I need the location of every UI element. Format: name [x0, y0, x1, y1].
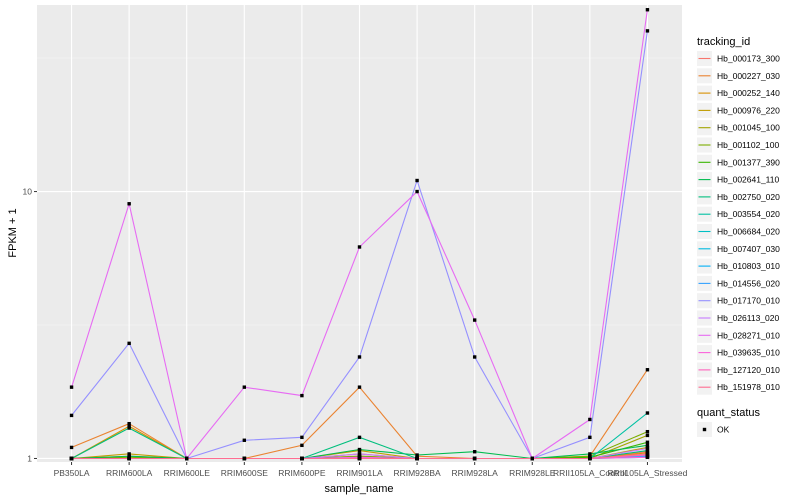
data-point [645, 440, 650, 444]
data-point [127, 456, 131, 461]
legend-label: Hb_000252_140 [717, 88, 780, 98]
legend-label: Hb_007407_030 [717, 244, 780, 254]
data-point [127, 202, 131, 206]
data-point [645, 429, 650, 434]
data-point [300, 393, 304, 398]
data-point [127, 341, 131, 346]
data-point [127, 454, 131, 458]
data-point [645, 8, 650, 12]
data-point [645, 448, 650, 453]
x-tick-label: RRIM600PE [278, 468, 326, 478]
data-point [127, 421, 131, 426]
shape-legend-marker [702, 427, 707, 432]
data-point [127, 426, 131, 430]
legend-label: Hb_000227_030 [717, 71, 780, 81]
x-tick-label: RRII105LA_Control [553, 468, 627, 478]
legend-label: Hb_026113_020 [717, 313, 780, 323]
x-tick-label: RRIM928LA [452, 468, 499, 478]
data-point [530, 456, 534, 461]
data-point [127, 452, 131, 456]
data-points [69, 8, 650, 461]
data-point [69, 385, 74, 389]
data-point [69, 445, 74, 450]
data-point [69, 456, 74, 461]
legend-label: Hb_000173_300 [717, 54, 780, 64]
data-point [588, 435, 592, 440]
legend-label: Hb_010803_010 [717, 261, 780, 271]
data-point [300, 456, 304, 461]
x-tick-label: RRIM901LA [336, 468, 383, 478]
legend-label: Hb_017170_010 [717, 296, 780, 306]
legend-label: Hb_028271_010 [717, 330, 780, 340]
data-point [357, 435, 362, 440]
data-point [472, 355, 477, 359]
data-point [242, 438, 247, 442]
data-point [357, 245, 362, 249]
legend-label: Hb_001102_100 [717, 140, 780, 150]
x-tick-label: RRIM928LE [509, 468, 556, 478]
data-point [415, 178, 419, 183]
y-axis: 1 10 [23, 187, 37, 463]
x-tick-label: PB350LA [54, 468, 90, 478]
data-point [185, 456, 189, 461]
legend-label: Hb_000976_220 [717, 105, 780, 115]
legend-label: Hb_001377_390 [717, 157, 780, 167]
x-tick-label: RRIM600LE [164, 468, 211, 478]
data-point [357, 355, 362, 359]
data-point [472, 450, 477, 454]
y-axis-title: FPKM + 1 [7, 208, 19, 257]
data-point [415, 456, 419, 461]
x-tick-label: RRIM600LA [106, 468, 153, 478]
data-point [472, 318, 477, 322]
legend-label: Hb_151978_010 [717, 382, 780, 392]
legend-label: Hb_006684_020 [717, 227, 780, 237]
data-point [357, 456, 362, 461]
data-point [300, 435, 304, 440]
legend-label: Hb_127120_010 [717, 365, 780, 375]
shape-legend: quant_status OK [697, 407, 760, 437]
data-point [300, 443, 304, 448]
data-point [357, 385, 362, 389]
y-tick-label: 1 [27, 453, 32, 463]
data-point [645, 368, 650, 372]
data-point [588, 452, 592, 456]
x-tick-label: RRII105LA_Stressed [608, 468, 688, 478]
data-point [645, 452, 650, 456]
legend-label: Hb_002750_020 [717, 192, 780, 202]
legend-label: Hb_003554_020 [717, 209, 780, 219]
x-tick-label: RRIM928BA [393, 468, 441, 478]
data-point [472, 456, 477, 461]
data-point [242, 385, 247, 389]
legend-title: tracking_id [697, 36, 750, 48]
data-point [645, 446, 650, 451]
data-point [242, 456, 247, 461]
data-point [588, 456, 592, 461]
legend-label: Hb_039635_010 [717, 348, 780, 358]
data-point [127, 424, 131, 428]
legend: tracking_id Hb_000173_300 Hb_000227_030 Hb… [697, 36, 780, 395]
x-axis-title: sample_name [324, 483, 393, 495]
data-point [357, 452, 362, 456]
shape-legend-title: quant_status [697, 407, 760, 419]
y-tick-label: 10 [23, 187, 33, 197]
data-point [69, 413, 74, 418]
shape-legend-label: OK [717, 425, 730, 435]
data-point [645, 433, 650, 438]
data-point [357, 447, 362, 452]
x-tick-label: RRIM600SE [221, 468, 269, 478]
data-point [588, 417, 592, 422]
data-point [645, 29, 650, 33]
legend-label: Hb_001045_100 [717, 123, 780, 133]
x-axis: PB350LA RRIM600LA RRIM600LE RRIM600SE RRIM60… [54, 462, 688, 478]
data-point [645, 443, 650, 448]
legend-label: Hb_014556_020 [717, 278, 780, 288]
legend-label: Hb_002641_110 [717, 175, 780, 185]
data-point [415, 453, 419, 457]
data-point [645, 455, 650, 460]
data-point [645, 411, 650, 415]
data-point [415, 189, 419, 194]
